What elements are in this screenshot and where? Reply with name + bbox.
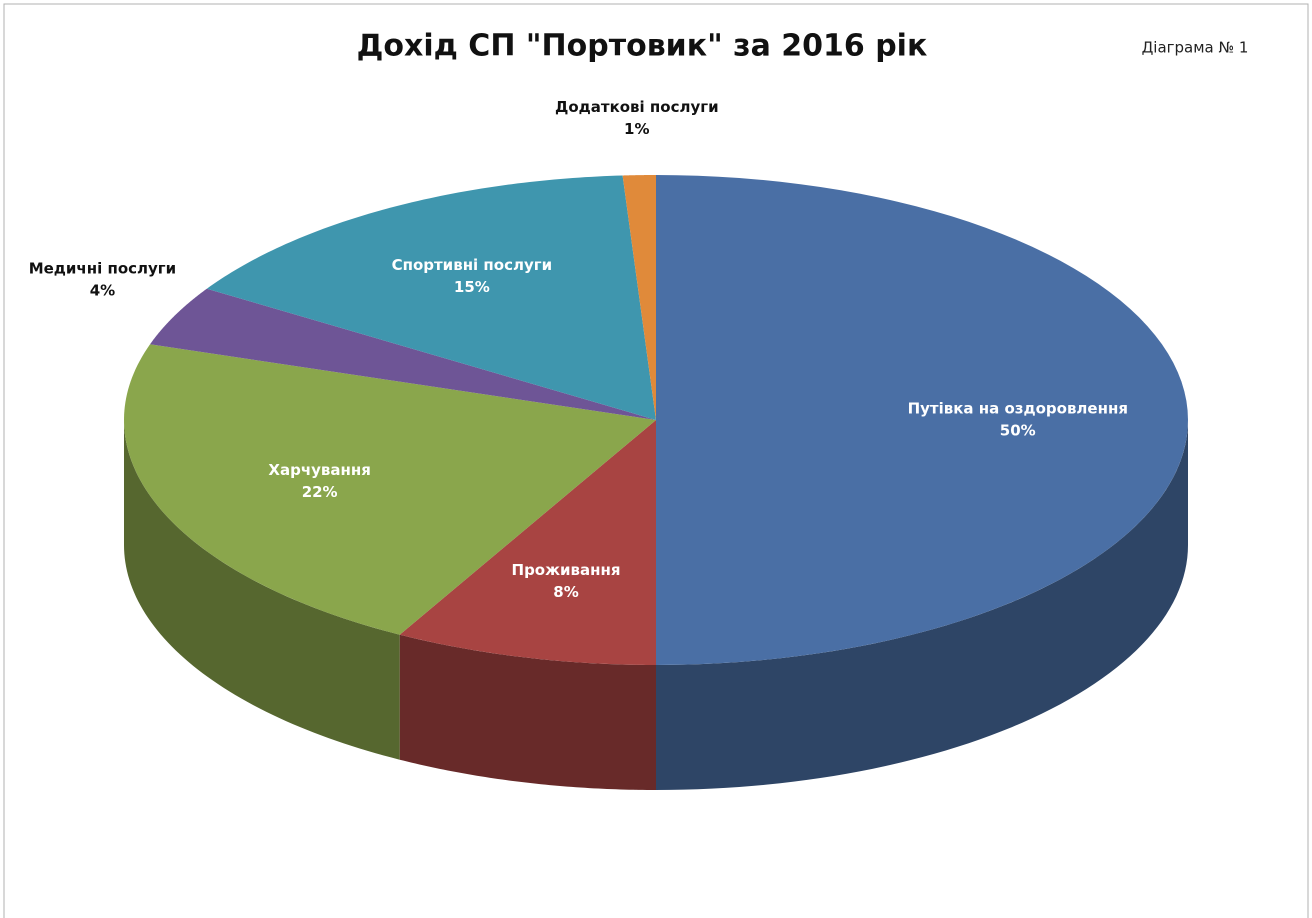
slice-value-label: 15% — [454, 278, 490, 296]
slice-value-label: 1% — [624, 120, 649, 138]
pie-side — [399, 634, 656, 790]
pie-slice — [656, 175, 1188, 665]
slice-label: Харчування — [268, 461, 370, 479]
slice-value-label: 22% — [302, 483, 338, 501]
chart-annotation: Діаграма № 1 — [1142, 39, 1249, 57]
pie-side — [124, 420, 400, 760]
slice-value-label: 4% — [90, 282, 115, 300]
pie-slice — [399, 420, 656, 665]
slice-label: Медичні послуги — [29, 260, 176, 278]
slice-label: Путівка на оздоровлення — [908, 400, 1128, 418]
slice-value-label: 8% — [553, 583, 578, 601]
chart-title: Дохід СП "Портовик" за 2016 рік — [357, 29, 928, 64]
slice-value-label: 50% — [1000, 422, 1036, 440]
slice-label: Спортивні послуги — [392, 256, 553, 274]
pie-slice — [150, 288, 656, 420]
pie-side — [656, 420, 1188, 790]
slice-label: Проживання — [512, 561, 621, 579]
slice-label: Додаткові послуги — [555, 98, 719, 116]
pie-slice — [622, 175, 656, 420]
pie-slice — [206, 175, 656, 420]
pie-slice — [124, 344, 656, 635]
